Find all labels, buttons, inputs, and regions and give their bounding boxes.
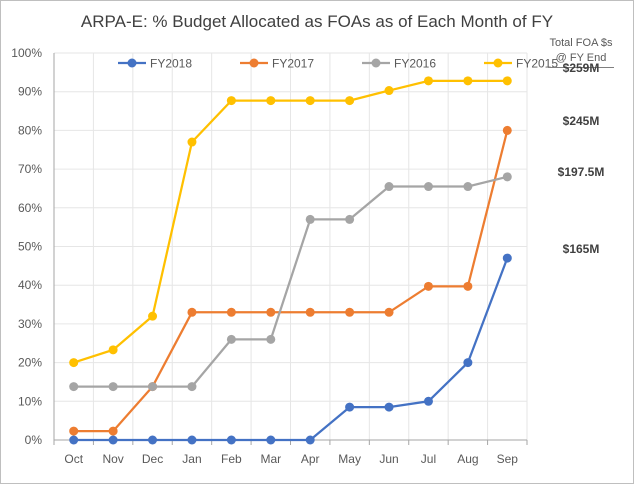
data-point-fy2015 [423, 76, 433, 86]
series-line-fy2015 [73, 79, 508, 364]
data-point-fy2017 [384, 307, 394, 317]
fy-end-total-fy2018: $165M [562, 242, 600, 257]
y-tick-label: 90% [18, 85, 42, 99]
data-point-fy2018 [384, 402, 394, 412]
fy-end-total-fy2016: $197.5M [557, 164, 605, 179]
legend-label: FY2018 [150, 57, 192, 71]
series-line-fy2018 [73, 257, 509, 442]
x-tick-label: Jun [379, 452, 398, 466]
side-header-underline [548, 67, 614, 68]
data-point-fy2018 [108, 435, 118, 445]
data-point-fy2016 [148, 382, 158, 392]
y-tick-label: 100% [11, 46, 42, 60]
x-tick-label: Feb [221, 452, 242, 466]
data-point-fy2015 [187, 137, 197, 147]
y-tick-label: 60% [18, 201, 42, 215]
data-point-fy2018 [502, 253, 512, 263]
data-point-fy2016 [69, 382, 79, 392]
legend-label: FY2016 [394, 57, 436, 71]
data-point-fy2017 [69, 426, 79, 436]
legend-label: FY2017 [272, 57, 314, 71]
x-tick-label: May [338, 452, 361, 466]
x-tick-label: Jul [421, 452, 436, 466]
y-tick-label: 50% [18, 240, 42, 254]
data-point-fy2016 [463, 182, 473, 192]
y-tick-label: 0% [25, 433, 43, 447]
data-point-fy2018 [69, 435, 79, 445]
y-tick-label: 70% [18, 162, 42, 176]
legend-marker [371, 58, 381, 68]
legend-marker [249, 58, 259, 68]
data-point-fy2017 [266, 307, 276, 317]
data-point-fy2016 [345, 214, 355, 224]
data-point-fy2015 [148, 311, 158, 321]
x-tick-label: Nov [102, 452, 123, 466]
data-point-fy2016 [423, 182, 433, 192]
data-point-fy2016 [384, 182, 394, 192]
y-tick-label: 10% [18, 394, 42, 408]
data-point-fy2015 [266, 96, 276, 106]
data-point-fy2016 [108, 382, 118, 392]
data-point-fy2016 [266, 334, 276, 344]
data-point-fy2017 [305, 307, 315, 317]
data-point-fy2015 [69, 358, 79, 368]
data-point-fy2015 [384, 86, 394, 96]
data-point-fy2018 [423, 396, 433, 406]
series-line-fy2017 [73, 130, 509, 433]
y-tick-label: 80% [18, 123, 42, 137]
data-point-fy2017 [463, 281, 473, 291]
data-point-fy2018 [187, 435, 197, 445]
chart-title: ARPA-E: % Budget Allocated as FOAs as of… [80, 12, 554, 31]
x-tick-label: Sep [497, 452, 519, 466]
legend-marker [493, 58, 503, 68]
fy-end-total-fy2017: $245M [562, 114, 600, 129]
data-point-fy2017 [226, 307, 236, 317]
data-point-fy2015 [226, 96, 236, 106]
data-point-fy2015 [502, 76, 512, 86]
x-tick-label: Dec [142, 452, 163, 466]
data-point-fy2015 [463, 76, 473, 86]
data-point-fy2016 [226, 334, 236, 344]
side-annotation-header: Total FOA $s @ FY End [548, 36, 614, 68]
x-tick-label: Oct [64, 452, 83, 466]
data-point-fy2018 [266, 435, 276, 445]
data-point-fy2017 [502, 125, 512, 135]
x-tick-label: Jan [182, 452, 201, 466]
y-tick-label: 30% [18, 317, 42, 331]
side-header-line2: @ FY End [555, 52, 607, 64]
data-point-fy2015 [305, 96, 315, 106]
x-tick-label: Mar [260, 452, 281, 466]
series-line-fy2016 [73, 175, 508, 388]
data-point-fy2016 [502, 172, 512, 182]
data-point-fy2018 [305, 435, 315, 445]
legend-marker [127, 58, 137, 68]
data-point-fy2015 [108, 345, 118, 355]
x-tick-label: Apr [301, 452, 320, 466]
fy-end-total-fy2015: $259M [562, 60, 600, 75]
side-header-line1: Total FOA $s [549, 37, 613, 49]
data-point-fy2015 [345, 96, 355, 106]
data-point-fy2017 [345, 307, 355, 317]
y-tick-label: 40% [18, 278, 42, 292]
data-point-fy2018 [226, 435, 236, 445]
data-point-fy2018 [463, 358, 473, 368]
x-tick-label: Aug [457, 452, 478, 466]
legend-label: FY2015 [516, 57, 558, 71]
data-point-fy2016 [187, 382, 197, 392]
data-point-fy2016 [305, 214, 315, 224]
data-point-fy2018 [148, 435, 158, 445]
y-tick-label: 20% [18, 356, 42, 370]
data-point-fy2017 [423, 281, 433, 291]
data-point-fy2018 [345, 402, 355, 412]
data-point-fy2017 [187, 307, 197, 317]
data-point-fy2017 [108, 426, 118, 436]
